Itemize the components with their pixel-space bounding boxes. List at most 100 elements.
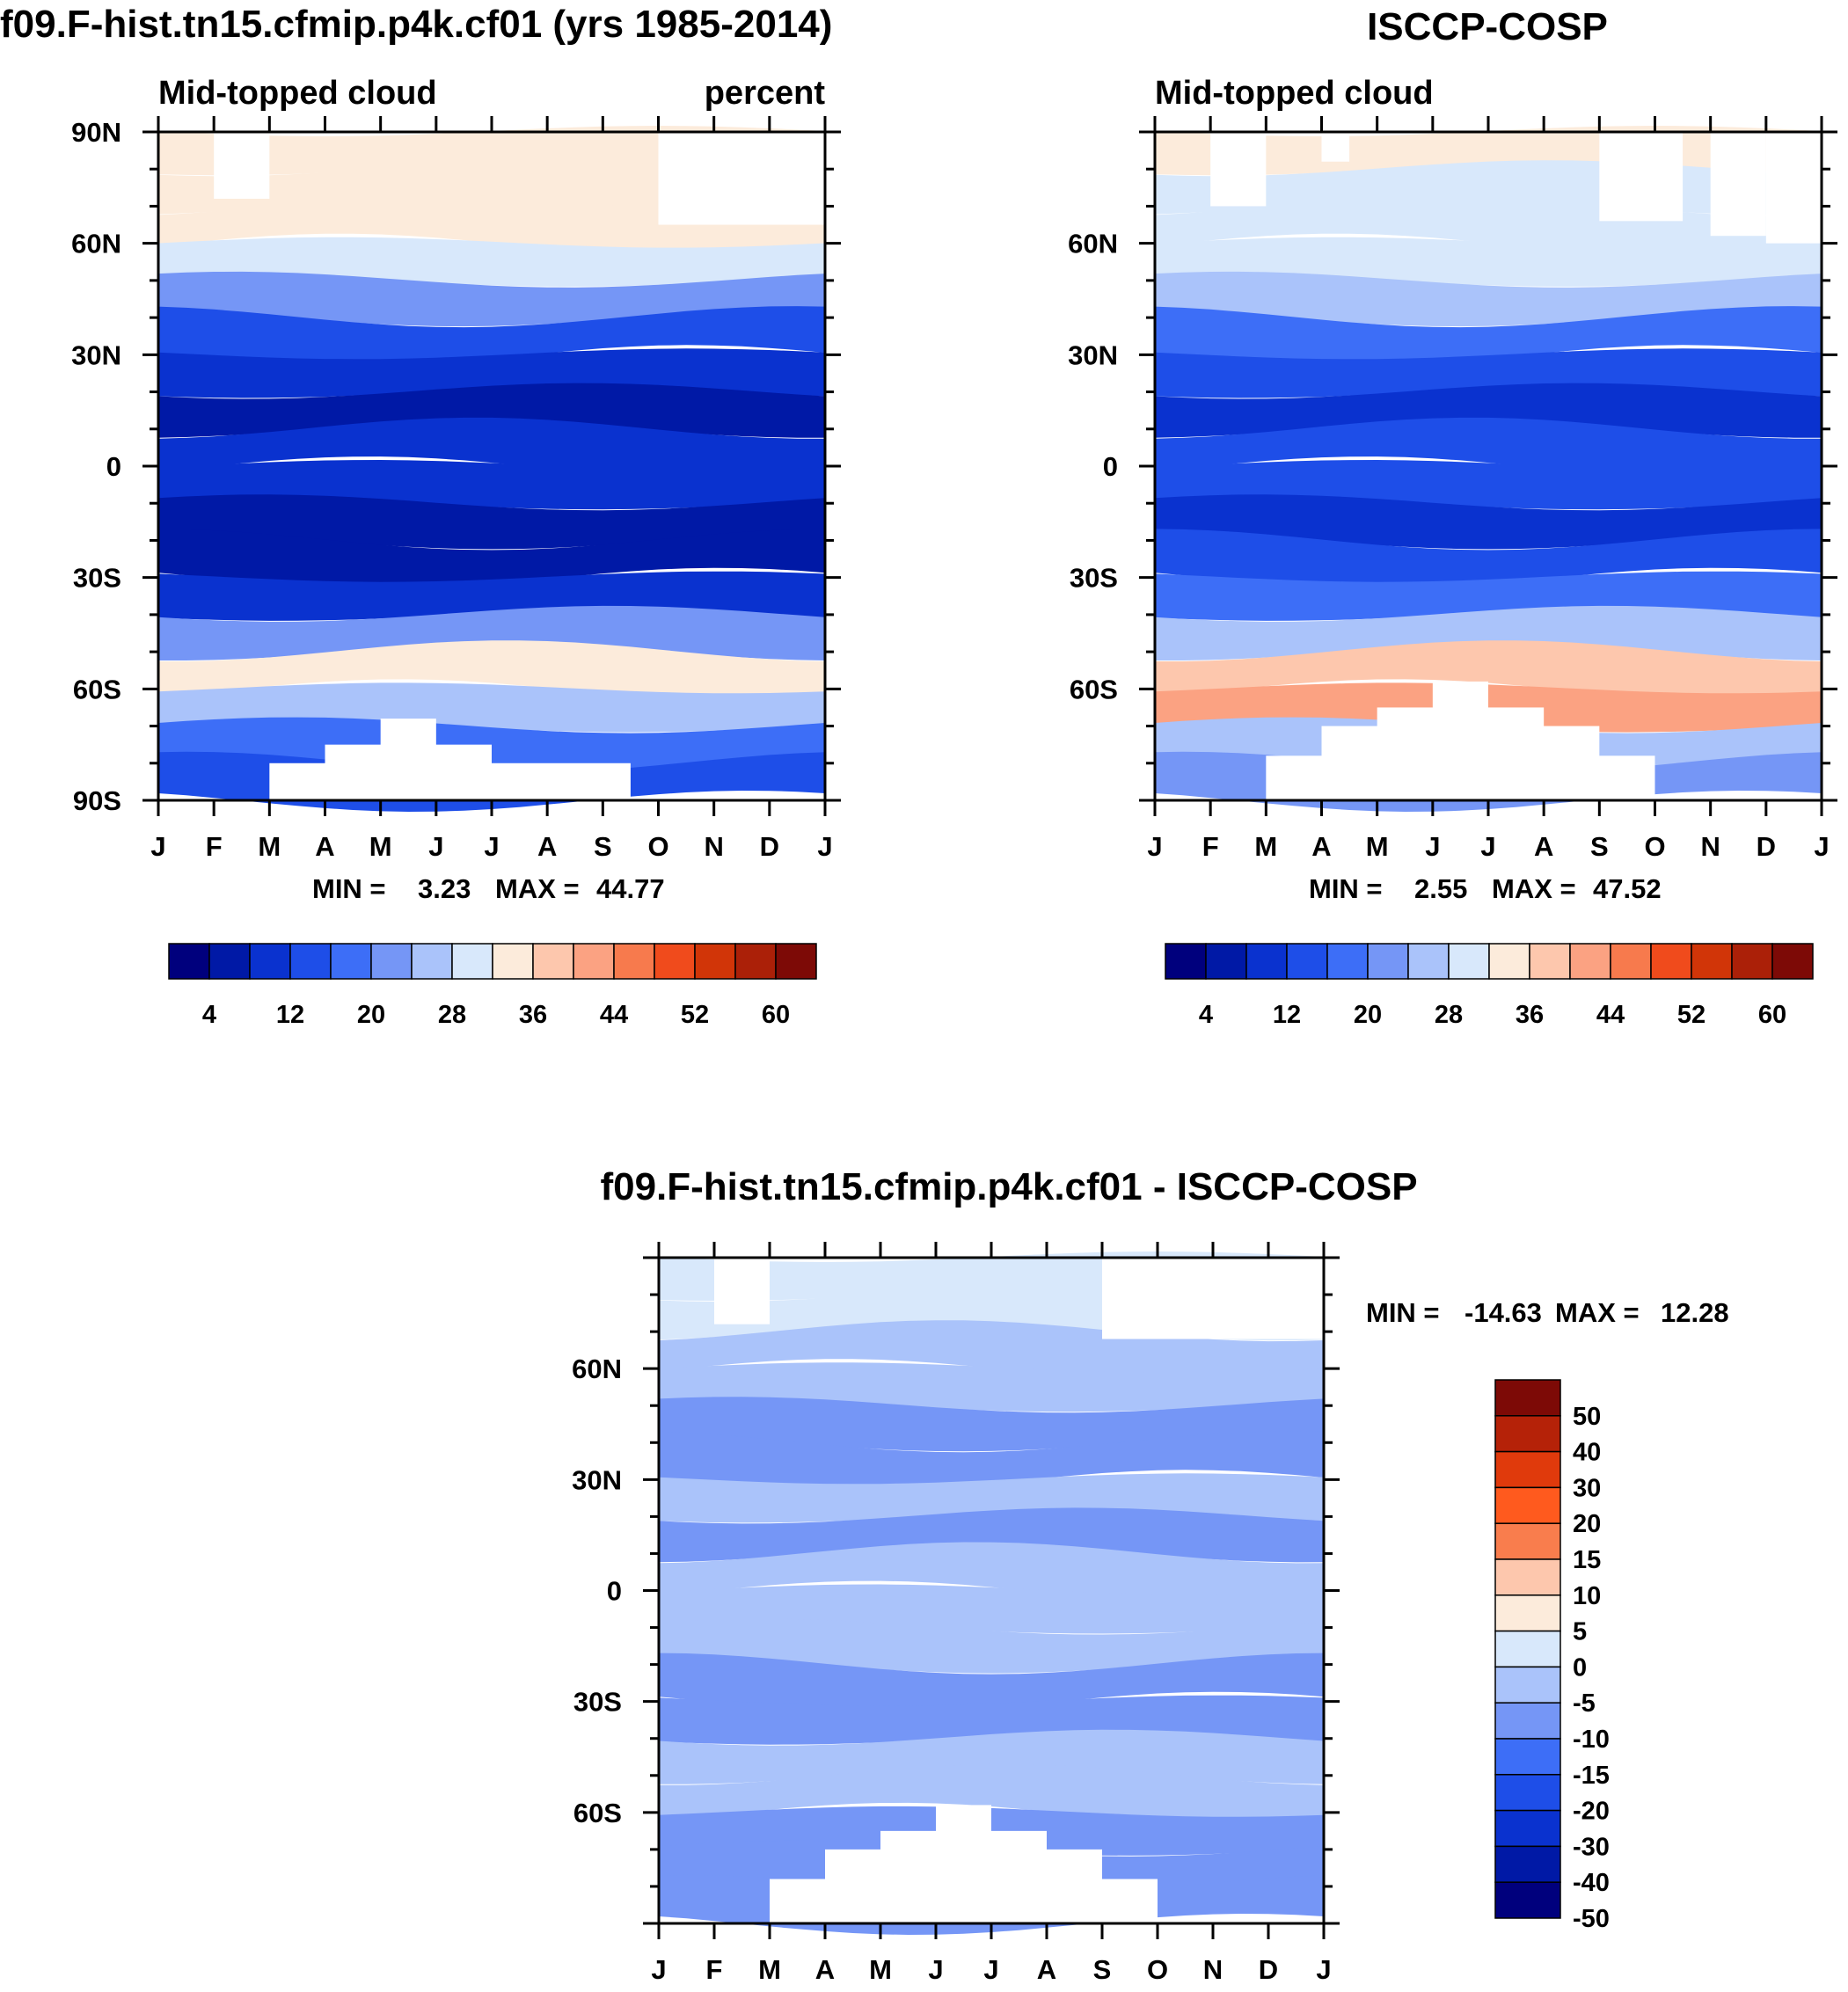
diff-colorbar-label: -10: [1573, 1726, 1610, 1754]
panel-obs-title: ISCCP-COSP: [1367, 5, 1608, 48]
diff-colorbar-box: [1494, 1702, 1561, 1740]
obs-missing-data-5: [1321, 132, 1350, 162]
model-x-tick-label: M: [258, 831, 281, 862]
obs-band-lat-15: [1155, 383, 1822, 438]
model-colorbar-label: 20: [357, 1001, 385, 1029]
obs-colorbar-box: [1488, 943, 1530, 980]
obs-colorbar-box: [1407, 943, 1450, 980]
panel-diff-title: f09.F-hist.tn15.cfmip.p4k.cf01 - ISCCP-C…: [600, 1165, 1417, 1208]
diff-band-lat-15: [659, 1507, 1324, 1563]
model-y-tick-label: 90S: [73, 785, 121, 816]
model-colorbar-box: [411, 943, 453, 980]
obs-missing-data-3: [1432, 681, 1488, 800]
diff-x-tick-label: J: [928, 1954, 943, 1985]
obs-x-tick-label: A: [1534, 831, 1553, 862]
diff-x-tick-label: A: [815, 1954, 835, 1985]
diff-colorbar-label: -5: [1573, 1689, 1596, 1718]
obs-band-lat--55: [1155, 640, 1822, 701]
obs-x-tick-label: O: [1644, 831, 1665, 862]
diff-colorbar-label: -20: [1573, 1798, 1610, 1826]
model-band-lat--15: [158, 494, 825, 550]
obs-x-tick-label: A: [1311, 831, 1331, 862]
obs-x-tick-label: F: [1202, 831, 1219, 862]
obs-band-lat--15: [1155, 494, 1822, 550]
obs-colorbar-label: 4: [1199, 1001, 1213, 1029]
diff-colorbar-label: 30: [1573, 1474, 1601, 1502]
obs-y-tick-label: 60N: [1068, 229, 1118, 259]
obs-missing-data-4: [1210, 132, 1267, 207]
panel-obs-min-value: 2.55: [1414, 873, 1467, 904]
panel-diff-min-value: -14.63: [1465, 1297, 1542, 1328]
model-missing-data-4: [658, 132, 825, 225]
obs-colorbar-label: 44: [1596, 1001, 1625, 1029]
obs-y-tick-label: 0: [1103, 451, 1118, 482]
panel-obs-axes: J F M A M J J A S O N D J 60N 30N 0 30S 60S: [1068, 116, 1837, 862]
obs-colorbar-box: [1165, 943, 1207, 980]
obs-x-tick-label: N: [1700, 831, 1720, 862]
model-y-tick-label: 30N: [71, 339, 121, 370]
model-y-tick-label: 0: [106, 451, 121, 482]
obs-x-tick-label: S: [1590, 831, 1609, 862]
model-band-lat-5: [158, 417, 825, 478]
model-colorbar-box: [208, 943, 251, 980]
diff-colorbar-box: [1494, 1558, 1561, 1596]
diff-x-tick-label: M: [758, 1954, 781, 1985]
diff-colorbar-box: [1494, 1522, 1561, 1560]
diff-x-tick-label: J: [983, 1954, 998, 1985]
model-colorbar-box: [249, 943, 291, 980]
model-colorbar-label: 44: [600, 1001, 628, 1029]
diff-x-tick-label: N: [1203, 1954, 1223, 1985]
model-x-tick-label: D: [760, 831, 779, 862]
obs-x-tick-label: D: [1757, 831, 1776, 862]
panel-model-axes: J F M A M J J A S O N D J 90N 60N 30N 0 30S 60S 90S: [71, 116, 841, 862]
model-colorbar-label: 28: [438, 1001, 466, 1029]
diff-x-tick-label: D: [1259, 1954, 1278, 1985]
diff-y-tick-label: 0: [607, 1576, 622, 1607]
diff-colorbar-label: 0: [1573, 1653, 1587, 1682]
diff-band-lat-45: [659, 1397, 1324, 1452]
diff-colorbar-label: 15: [1573, 1546, 1601, 1574]
obs-colorbar-box: [1610, 943, 1652, 980]
diff-colorbar-label: 5: [1573, 1618, 1587, 1646]
panel-model-max-label: MAX =: [495, 873, 580, 904]
diff-colorbar-box: [1494, 1630, 1561, 1668]
diff-x-tick-label: S: [1093, 1954, 1112, 1985]
model-x-tick-label: A: [537, 831, 557, 862]
diff-colorbar-label: -50: [1573, 1905, 1610, 1933]
obs-missing-data-8: [1765, 132, 1822, 244]
model-x-tick-label: N: [704, 831, 723, 862]
obs-x-tick-label: J: [1147, 831, 1162, 862]
obs-colorbar-box: [1367, 943, 1409, 980]
panel-diff-axes: J F M A M J J A S O N D J 60N 30N 0 30S 60S: [572, 1242, 1340, 1985]
obs-colorbar-box: [1326, 943, 1369, 980]
obs-colorbar-box: [1771, 943, 1814, 980]
model-y-tick-label: 60S: [73, 674, 121, 704]
obs-colorbar-box: [1569, 943, 1611, 980]
diff-colorbar-box: [1494, 1666, 1561, 1704]
panel-model-contour-field: [158, 126, 825, 812]
obs-x-tick-label: J: [1814, 831, 1829, 862]
model-band-lat-35: [158, 306, 825, 367]
panel-obs-contour-field: [1155, 126, 1822, 812]
obs-colorbar-box: [1286, 943, 1328, 980]
diff-colorbar-label: 10: [1573, 1582, 1601, 1610]
panel-model-min-label: MIN =: [312, 873, 386, 904]
panel-model-min-value: 3.23: [418, 873, 471, 904]
diff-band-lat--15: [659, 1618, 1324, 1674]
panel-model-max-value: 44.77: [596, 873, 665, 904]
diff-x-tick-label: A: [1037, 1954, 1056, 1985]
panel-diff: f09.F-hist.tn15.cfmip.p4k.cf01 - ISCCP-C…: [572, 1165, 1728, 1985]
diff-band-lat-55: [659, 1362, 1324, 1412]
diff-colorbar-box: [1494, 1486, 1561, 1524]
model-band-lat--45: [158, 605, 825, 660]
panel-model-colorbar: 4 12 20 28 36 44 52 60: [168, 943, 817, 1029]
obs-colorbar-box: [1691, 943, 1733, 980]
panel-diff-contour-field: [659, 1251, 1324, 1935]
diff-band-lat--25: [659, 1653, 1324, 1713]
model-colorbar-box: [734, 943, 777, 980]
model-colorbar-box: [613, 943, 655, 980]
diff-x-tick-label: F: [706, 1954, 723, 1985]
obs-colorbar-label: 12: [1273, 1001, 1301, 1029]
diff-colorbar-box: [1494, 1774, 1561, 1812]
